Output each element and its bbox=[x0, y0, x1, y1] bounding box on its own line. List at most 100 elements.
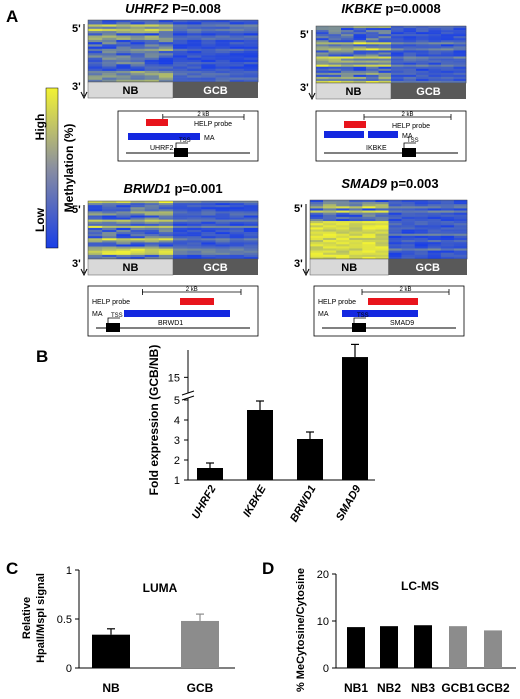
strand-label-5prime: 5' bbox=[300, 29, 309, 41]
help-probe-bar bbox=[146, 119, 168, 126]
help-probe-bar bbox=[180, 298, 214, 305]
y-tick-label: 5 bbox=[174, 395, 180, 407]
help-probe-bar bbox=[368, 298, 418, 305]
panel-label-a: A bbox=[6, 7, 18, 26]
tss-exon bbox=[402, 148, 416, 157]
heatmap-pvalue: P=0.008 bbox=[168, 1, 220, 16]
tss-exon bbox=[106, 323, 120, 332]
heatmap-panel-brwd1: BRWD1 p=0.001 NB GCB 5' 3' 2 kB HELP probe MA TS… bbox=[72, 181, 259, 337]
heatmap-title: UHRF2 P=0.008 bbox=[125, 1, 221, 16]
strand-label-3prime: 3' bbox=[72, 81, 81, 93]
x-tick-label-gcb2: GCB2 bbox=[476, 681, 510, 695]
y-axis-label-line1: Relative bbox=[21, 597, 33, 639]
x-tick-label-gcb: GCB bbox=[187, 681, 214, 695]
panel-label-d: D bbox=[262, 559, 274, 578]
tss-arrow bbox=[353, 317, 366, 323]
bar-smad9 bbox=[342, 357, 368, 480]
y-axis-label: Fold expression (GCB/NB) bbox=[147, 345, 161, 496]
strand-label-5prime: 5' bbox=[294, 203, 303, 215]
x-tick-label-uhrf2: UHRF2 bbox=[190, 484, 219, 522]
group-box-gcb bbox=[391, 83, 466, 99]
ma-bar bbox=[324, 131, 364, 138]
colorbar-low-label: Low bbox=[33, 207, 47, 232]
ma-bar bbox=[124, 310, 230, 317]
help-probe-bar bbox=[344, 121, 366, 128]
x-tick-label-gcb1: GCB1 bbox=[441, 681, 475, 695]
help-probe-label: HELP probe bbox=[92, 299, 130, 306]
chart-fold-expression: 1 2 3 4 5 15 Fold expression (GCB/NB) UHRF2 IKBK… bbox=[147, 343, 375, 525]
chart-lcms: LC-MS 0 10 20 % MeCytosine/Cytosine NB1 NB2 NB3… bbox=[295, 568, 516, 695]
chart-title: LUMA bbox=[143, 581, 178, 595]
heatmap-pvalue: p=0.001 bbox=[171, 181, 223, 196]
scale-bar-label: 2 kB bbox=[399, 287, 411, 293]
heatmap-title: BRWD1 p=0.001 bbox=[123, 181, 222, 196]
help-probe-label: HELP probe bbox=[194, 121, 232, 128]
heatmap-panel-uhrf2: UHRF2 P=0.008 NB GCB 5' 3' 2 kB HELP probe MA TS… bbox=[72, 1, 259, 162]
tss-exon bbox=[174, 148, 188, 157]
help-probe-label: HELP probe bbox=[318, 299, 356, 306]
gene-diagram-label: IKBKE bbox=[366, 145, 387, 152]
tss-exon bbox=[352, 323, 366, 332]
y-tick-label: 15 bbox=[168, 372, 180, 384]
colorbar-axis-label: Methylation (%) bbox=[62, 124, 76, 213]
gene-diagram-brwd1: 2 kB HELP probe MA TSS BRWD1 bbox=[87, 285, 259, 337]
heatmap-cells bbox=[88, 20, 259, 83]
x-tick-label-nb: NB bbox=[102, 681, 120, 695]
group-label-nb: NB bbox=[123, 262, 139, 274]
ma-label: MA bbox=[204, 135, 215, 142]
gene-diagram-label: UHRF2 bbox=[150, 145, 173, 152]
strand-arrow bbox=[302, 268, 310, 277]
ma-label: MA bbox=[318, 311, 329, 318]
heatmap-gene-name: UHRF2 bbox=[125, 1, 169, 16]
heatmap-gene-name: SMAD9 bbox=[341, 176, 387, 191]
heatmap-pvalue: p=0.003 bbox=[387, 176, 439, 191]
group-label-nb: NB bbox=[341, 262, 357, 274]
heatmap-cells bbox=[316, 26, 467, 84]
panel-label-b: B bbox=[36, 347, 48, 366]
ma-bar bbox=[342, 310, 418, 317]
y-tick-label: 10 bbox=[317, 616, 329, 628]
bar-nb3 bbox=[414, 625, 432, 668]
x-tick-label-nb2: NB2 bbox=[377, 681, 401, 695]
gene-diagram-label: SMAD9 bbox=[390, 320, 414, 327]
ma-bar-2 bbox=[368, 131, 398, 138]
bar-uhrf2 bbox=[197, 468, 223, 480]
group-box-gcb bbox=[388, 259, 467, 275]
bar-nb bbox=[92, 634, 130, 668]
scale-bar-label: 2 kB bbox=[401, 112, 413, 118]
x-tick-label-nb3: NB3 bbox=[411, 681, 435, 695]
group-label-nb: NB bbox=[346, 86, 362, 98]
ma-label: MA bbox=[92, 311, 103, 318]
gene-diagram-uhrf2: 2 kB HELP probe MA TSS UHRF2 bbox=[117, 110, 259, 162]
ma-label: MA bbox=[402, 133, 413, 140]
x-tick-label-ikbke: IKBKE bbox=[241, 483, 269, 519]
bar-gcb2 bbox=[484, 630, 502, 668]
x-tick-label-brwd1: BRWD1 bbox=[288, 484, 318, 525]
heatmap-gene-name: BRWD1 bbox=[123, 181, 170, 196]
strand-label-3prime: 3' bbox=[300, 82, 309, 94]
bar-ikbke bbox=[247, 410, 273, 480]
methylation-colorbar: High Low Methylation (%) bbox=[33, 87, 76, 249]
group-label-gcb: GCB bbox=[203, 85, 228, 97]
heatmap-cells bbox=[310, 200, 468, 260]
scale-bar-label: 2 kB bbox=[197, 112, 209, 118]
group-label-gcb: GCB bbox=[203, 262, 228, 274]
group-box-gcb bbox=[173, 259, 258, 275]
ma-bar bbox=[128, 133, 200, 140]
y-tick-label: 0.5 bbox=[57, 614, 72, 626]
heatmap-panel-smad9: SMAD9 p=0.003 NB GCB 5' 3' 2 kB HELP probe MA TS… bbox=[294, 176, 468, 337]
chart-title: LC-MS bbox=[401, 579, 439, 593]
chart-luma: LUMA 0 0.5 1 Relative HpaII/MspI signal NB GCB bbox=[21, 565, 235, 695]
group-label-nb: NB bbox=[123, 85, 139, 97]
heatmap-title: SMAD9 p=0.003 bbox=[341, 176, 438, 191]
x-tick-label-nb1: NB1 bbox=[344, 681, 368, 695]
strand-arrow bbox=[80, 268, 88, 277]
scale-bar-label: 2 kB bbox=[186, 287, 198, 293]
y-tick-label: 20 bbox=[317, 569, 329, 581]
y-tick-label: 0 bbox=[66, 663, 72, 675]
panel-label-c: C bbox=[6, 559, 18, 578]
heatmap-panel-ikbke: IKBKE p=0.0008 NB GCB 5' 3' 2 kB HELP probe MAT… bbox=[300, 1, 467, 162]
tss-label: TSS bbox=[111, 313, 123, 319]
tss-arrow bbox=[107, 317, 120, 323]
